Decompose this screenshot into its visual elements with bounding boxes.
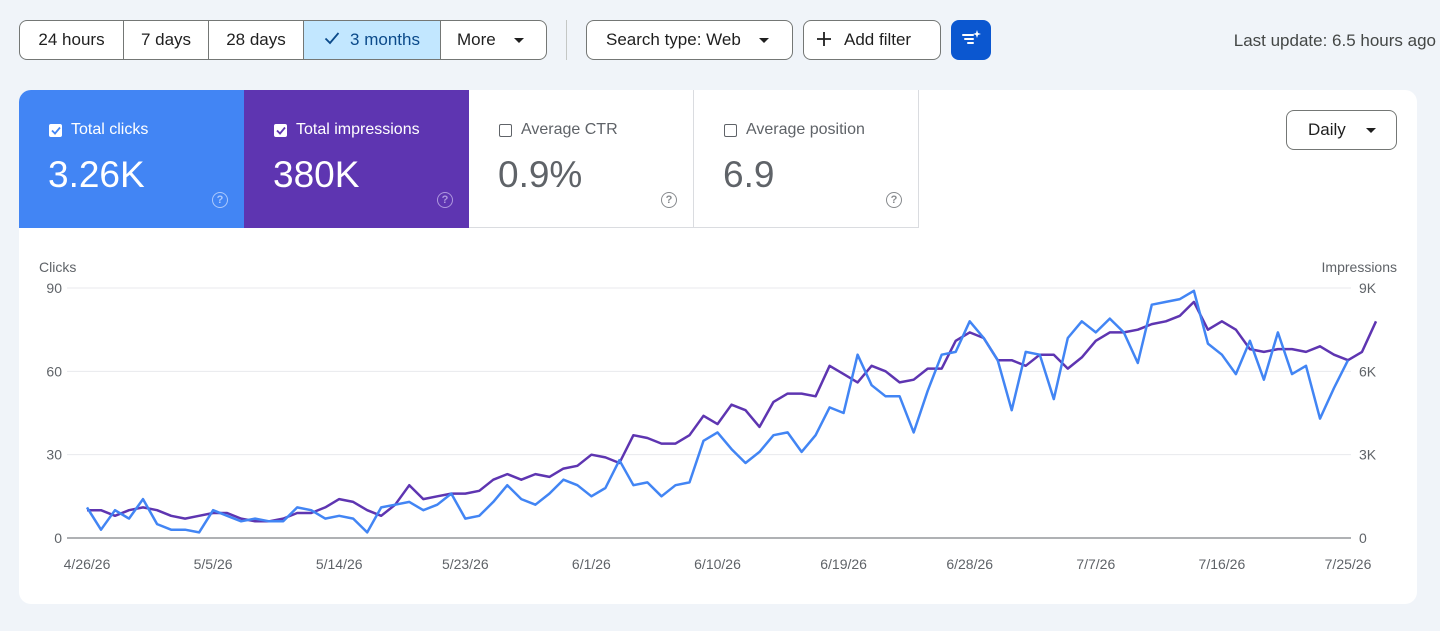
range-label: 7 days bbox=[140, 30, 192, 49]
x-tick-label: 5/23/26 bbox=[442, 556, 489, 572]
range-label: 24 hours bbox=[38, 30, 105, 49]
ai-filter-button[interactable] bbox=[951, 20, 991, 60]
add-filter-label: Add filter bbox=[844, 30, 912, 49]
x-tick-label: 6/19/26 bbox=[820, 556, 867, 572]
granularity-dropdown[interactable]: Daily bbox=[1286, 110, 1397, 150]
y-tick-label-right: 3K bbox=[1359, 447, 1377, 463]
check-icon bbox=[324, 30, 340, 50]
chevron-down-icon bbox=[1365, 127, 1376, 133]
metric-total-clicks[interactable]: Total clicks 3.26K ? bbox=[19, 90, 244, 228]
y-tick-label-left: 90 bbox=[46, 280, 62, 296]
y-tick-label-left: 30 bbox=[46, 447, 62, 463]
y-tick-label-right: 9K bbox=[1359, 280, 1377, 296]
chevron-down-icon bbox=[513, 37, 524, 43]
range-7-days-button[interactable]: 7 days bbox=[124, 21, 209, 59]
x-tick-label: 4/26/26 bbox=[64, 556, 111, 572]
help-circle-icon[interactable]: ? bbox=[661, 192, 677, 208]
checkbox-checked-icon[interactable] bbox=[274, 123, 287, 137]
metric-label-row: Average position bbox=[724, 121, 865, 139]
x-tick-label: 6/1/26 bbox=[572, 556, 611, 572]
checkbox-unchecked-icon[interactable] bbox=[724, 123, 737, 137]
x-tick-label: 7/7/26 bbox=[1076, 556, 1115, 572]
search-type-dropdown[interactable]: Search type: Web bbox=[586, 20, 793, 60]
metric-label-row: Average CTR bbox=[499, 121, 618, 139]
x-tick-label: 6/28/26 bbox=[946, 556, 993, 572]
metric-label: Average CTR bbox=[521, 121, 618, 138]
search-type-label: Search type: Web bbox=[606, 30, 741, 49]
range-more-dropdown[interactable]: More bbox=[441, 21, 546, 59]
metric-value: 3.26K bbox=[48, 154, 145, 195]
metric-label: Average position bbox=[746, 121, 865, 138]
metric-total-impressions[interactable]: Total impressions 380K ? bbox=[244, 90, 469, 228]
chevron-down-icon bbox=[758, 37, 769, 43]
performance-chart: 0 0 30 3K 60 6K 90 9K Clicks Impressions 4/26/26 5/… bbox=[39, 259, 1397, 572]
y-tick-label-right: 0 bbox=[1359, 530, 1367, 546]
y-axis-title-right: Impressions bbox=[1322, 259, 1397, 275]
y-axis-title-left: Clicks bbox=[39, 259, 76, 275]
help-circle-icon[interactable]: ? bbox=[437, 192, 453, 208]
y-tick-label-right: 6K bbox=[1359, 363, 1377, 379]
range-28-days-button[interactable]: 28 days bbox=[209, 21, 304, 59]
metric-value: 6.9 bbox=[723, 154, 775, 195]
last-update-text: Last update: 6.5 hours ago bbox=[1233, 31, 1436, 50]
x-tick-label: 5/14/26 bbox=[316, 556, 363, 572]
range-label: 28 days bbox=[226, 30, 286, 49]
checkbox-unchecked-icon[interactable] bbox=[499, 123, 512, 137]
toolbar-divider bbox=[566, 20, 567, 60]
metric-average-ctr[interactable]: Average CTR 0.9% ? bbox=[469, 90, 694, 228]
x-tick-label: 6/10/26 bbox=[694, 556, 741, 572]
performance-card: Total clicks 3.26K ? Total impressions 3… bbox=[19, 90, 1417, 604]
range-label: 3 months bbox=[350, 30, 420, 49]
range-label: More bbox=[457, 30, 496, 49]
range-3-months-button[interactable]: 3 months bbox=[304, 21, 441, 59]
metric-label: Total clicks bbox=[71, 121, 149, 138]
metric-label: Total impressions bbox=[296, 121, 420, 138]
x-tick-label: 7/25/26 bbox=[1325, 556, 1372, 572]
date-range-selector: 24 hours 7 days 28 days 3 months More bbox=[19, 20, 547, 60]
metric-label-row: Total impressions bbox=[274, 121, 420, 139]
toolbar: 24 hours 7 days 28 days 3 months More Se… bbox=[0, 0, 1440, 80]
metric-average-position[interactable]: Average position 6.9 ? bbox=[694, 90, 919, 228]
metric-label-row: Total clicks bbox=[49, 121, 148, 139]
y-tick-label-left: 0 bbox=[54, 530, 62, 546]
checkbox-checked-icon[interactable] bbox=[49, 123, 62, 137]
metric-value: 0.9% bbox=[498, 154, 583, 195]
sparkle-filter-icon bbox=[960, 27, 982, 54]
impressions-series-line bbox=[87, 300, 1378, 523]
y-tick-label-left: 60 bbox=[46, 363, 62, 379]
plus-icon bbox=[816, 28, 832, 52]
granularity-label: Daily bbox=[1308, 120, 1346, 139]
help-circle-icon[interactable]: ? bbox=[886, 192, 902, 208]
add-filter-button[interactable]: Add filter bbox=[803, 20, 941, 60]
x-tick-label: 5/5/26 bbox=[194, 556, 233, 572]
x-tick-label: 7/16/26 bbox=[1199, 556, 1246, 572]
clicks-series-line bbox=[85, 289, 1350, 534]
metric-value: 380K bbox=[273, 154, 360, 195]
help-circle-icon[interactable]: ? bbox=[212, 192, 228, 208]
range-24-hours-button[interactable]: 24 hours bbox=[20, 21, 124, 59]
